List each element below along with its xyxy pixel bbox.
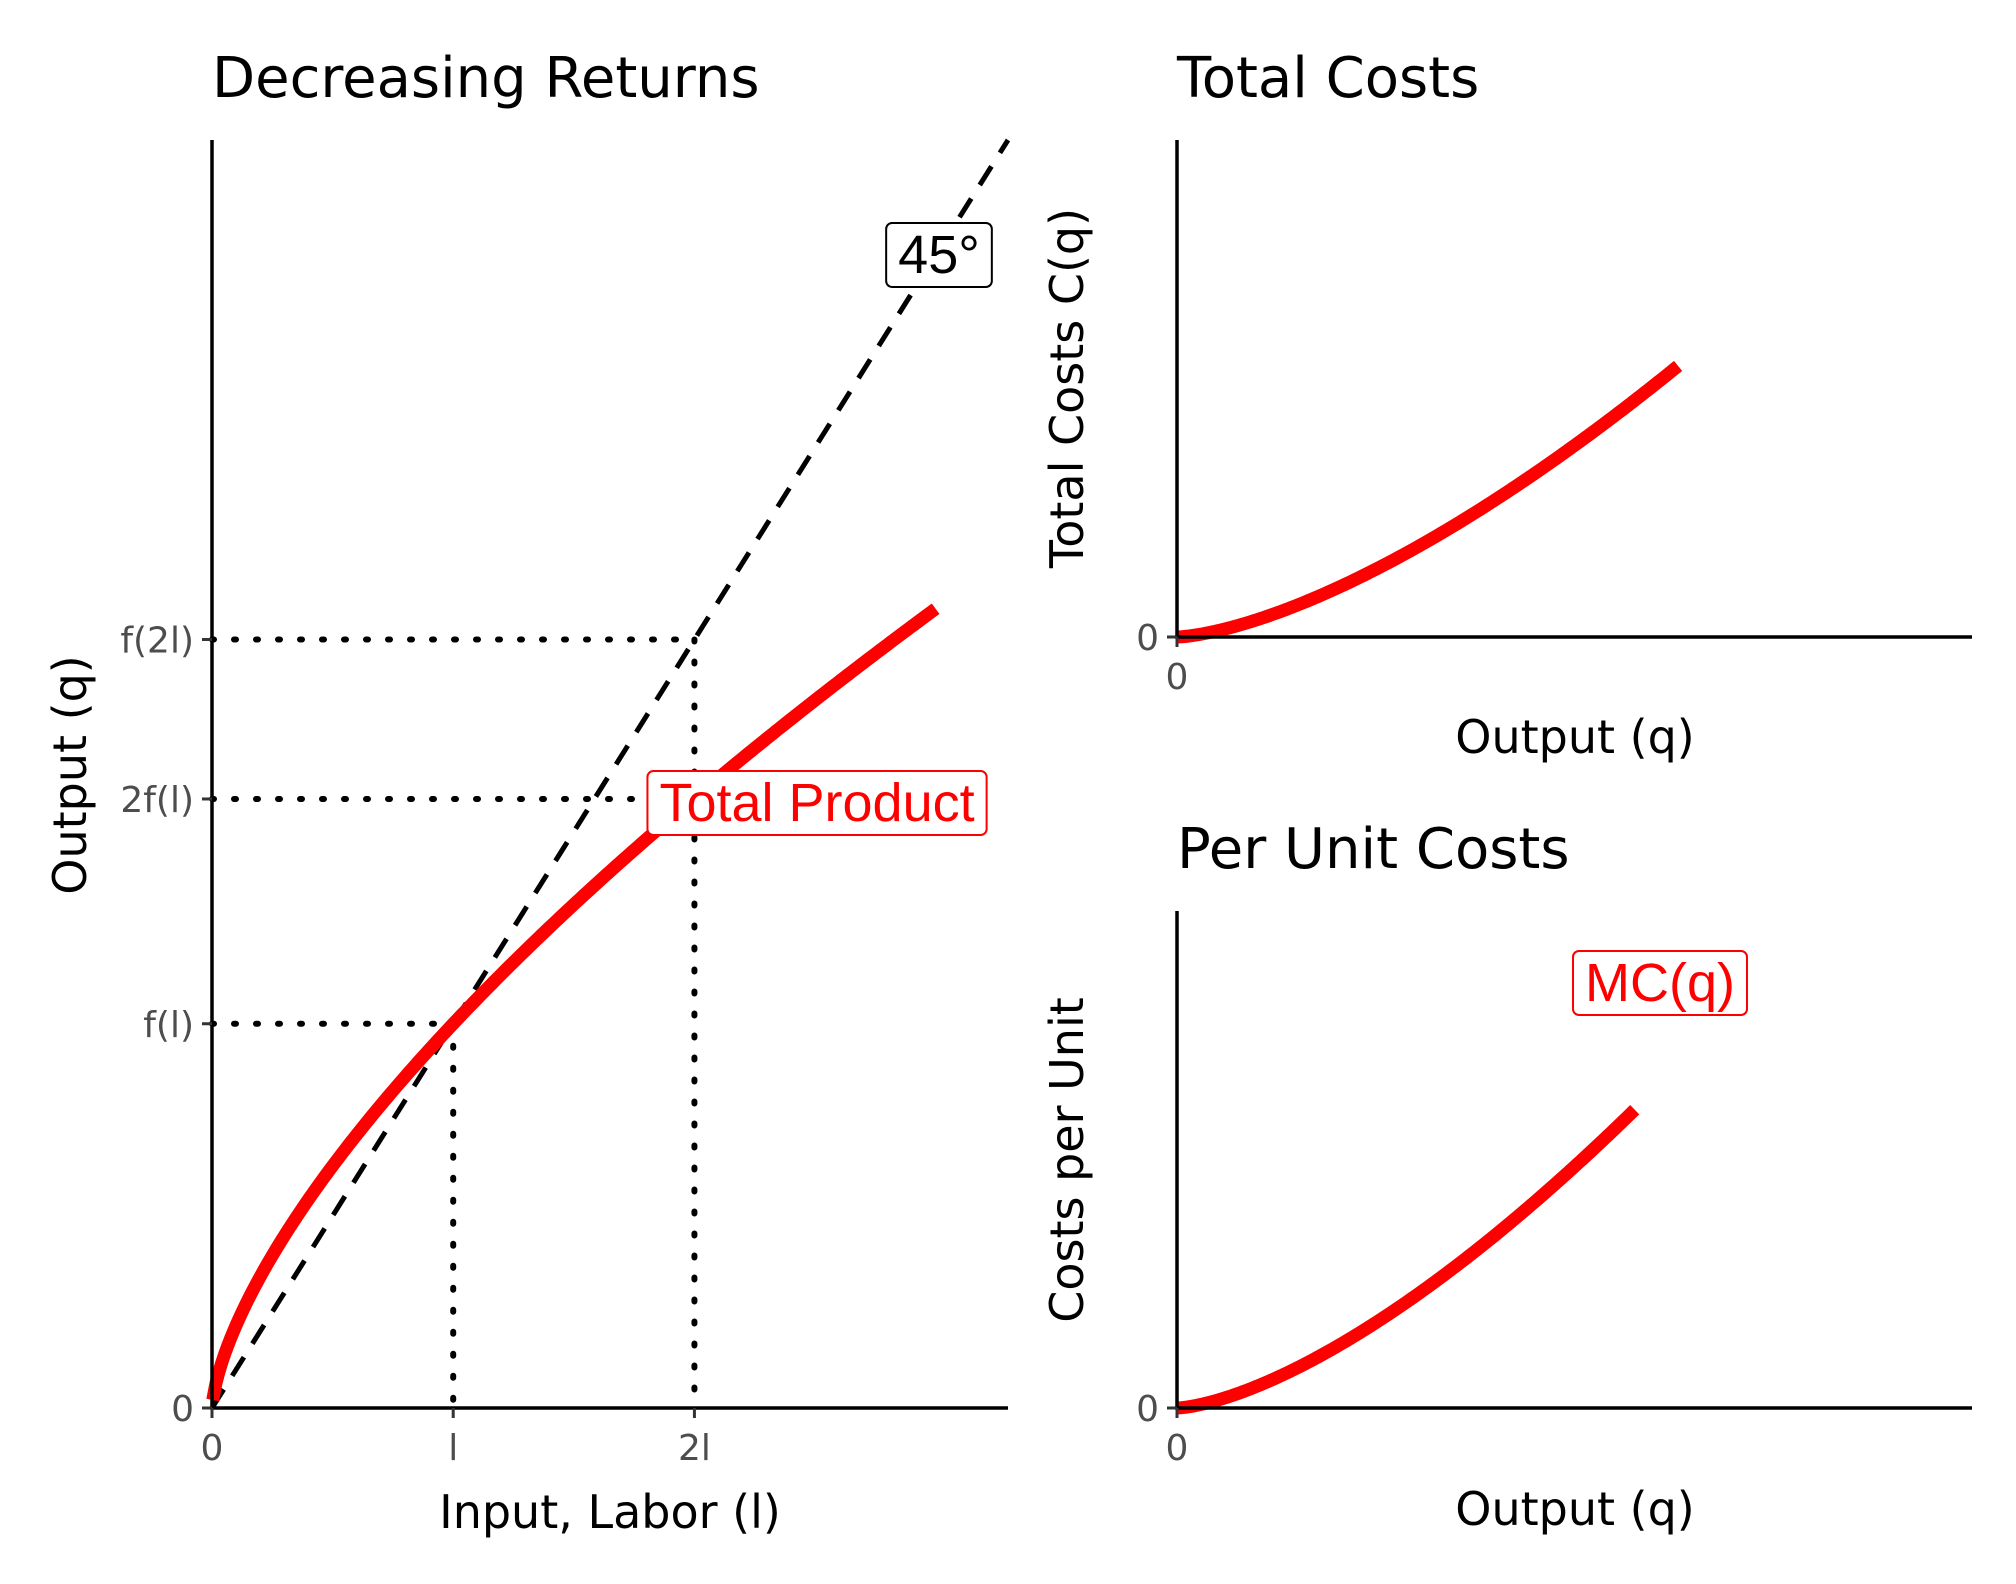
panel1-45-degree-line bbox=[209, 138, 1011, 1410]
panel-total-costs: Total Costs 0 0 Output (q) Total Costs C… bbox=[1040, 46, 1972, 764]
panel1-y-ticks: 0 f(l) 2f(l) f(2l) bbox=[120, 621, 212, 1430]
panel3-x-axis-title: Output (q) bbox=[1455, 1482, 1695, 1536]
y-tick-label: 0 bbox=[1136, 618, 1159, 659]
panel3-mc-label: MC(q) bbox=[1572, 950, 1748, 1016]
y-tick-label: 0 bbox=[171, 1389, 194, 1430]
panel-per-unit-costs: Per Unit Costs 0 0 MC(q) Output (q) Cost… bbox=[1040, 817, 1972, 1536]
panel2-y-ticks: 0 bbox=[1136, 618, 1177, 659]
total-product-label-box bbox=[646, 770, 988, 836]
panel1-title: Decreasing Returns bbox=[212, 46, 760, 111]
panel1-45-label: 45° bbox=[885, 222, 993, 288]
mc-label: MC(q) bbox=[1585, 953, 1735, 1013]
panel2-x-axis-title: Output (q) bbox=[1455, 710, 1695, 764]
y-tick-label: 2f(l) bbox=[120, 780, 194, 821]
panel1-guides bbox=[209, 636, 698, 1411]
panel1-x-ticks: 0 l 2l bbox=[201, 1408, 711, 1469]
mc-label-box bbox=[1572, 950, 1748, 1016]
x-tick-label: 0 bbox=[1166, 657, 1189, 698]
y-tick-label: f(2l) bbox=[120, 621, 194, 662]
x-tick-label: 2l bbox=[678, 1428, 711, 1469]
panel1-y-axis-title: Output (q) bbox=[43, 655, 97, 895]
panel2-total-cost-curve bbox=[1176, 360, 1683, 644]
45-label-box bbox=[885, 222, 993, 288]
x-tick-label: 0 bbox=[1166, 1428, 1189, 1469]
y-tick-label: 0 bbox=[1136, 1389, 1159, 1430]
y-tick-label: f(l) bbox=[143, 1005, 194, 1046]
panel1-x-axis-title: Input, Labor (l) bbox=[439, 1485, 781, 1539]
panel1-total-product-curve bbox=[206, 603, 940, 1402]
panel3-mc-curve bbox=[1176, 1105, 1640, 1415]
panel2-x-ticks: 0 bbox=[1166, 637, 1189, 698]
45-degree-label: 45° bbox=[898, 225, 980, 285]
total-product-label: Total Product bbox=[659, 773, 974, 833]
panel2-y-axis-title: Total Costs C(q) bbox=[1040, 208, 1094, 569]
panel-decreasing-returns: Decreasing Returns 0 l 2l 0f(l)2f(l)f(2l) … bbox=[43, 46, 1011, 1539]
panel3-title: Per Unit Costs bbox=[1177, 817, 1570, 882]
panel1-total-product-label: Total Product bbox=[646, 770, 988, 836]
panel3-y-axis-title: Costs per Unit bbox=[1040, 997, 1094, 1323]
panel3-y-ticks: 0 bbox=[1136, 1389, 1177, 1430]
panel2-title: Total Costs bbox=[1176, 46, 1479, 111]
x-tick-label: 0 bbox=[201, 1428, 224, 1469]
x-tick-label: l bbox=[448, 1428, 458, 1469]
panel3-x-ticks: 0 bbox=[1166, 1408, 1189, 1469]
